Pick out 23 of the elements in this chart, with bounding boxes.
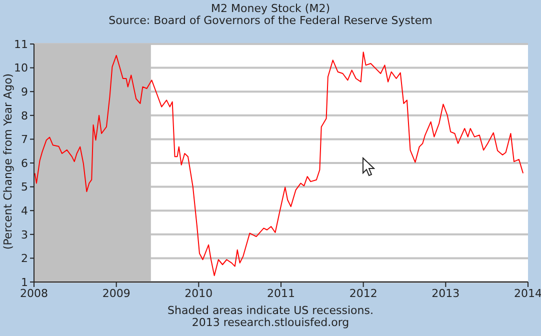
line-series	[34, 52, 524, 276]
chart-title: M2 Money Stock (M2)	[211, 2, 330, 15]
y-tick-label: 6	[21, 156, 28, 170]
x-tick-label: 2013	[432, 286, 460, 300]
y-tick-label: 10	[14, 62, 28, 75]
x-tick-label: 2008	[20, 286, 48, 300]
x-tick-label: 2011	[267, 286, 295, 300]
x-tick-label: 2012	[349, 286, 378, 300]
y-tick-label: 8	[21, 109, 28, 122]
y-tick-label: 9	[21, 86, 28, 99]
x-tick-label: 2010	[184, 286, 213, 300]
y-tick-label: 7	[21, 133, 28, 146]
y-tick-label: 3	[21, 228, 28, 242]
text: 2013 research.stlouisfed.org	[192, 316, 350, 329]
text: Shaded areas indicate US recessions.	[168, 304, 374, 317]
y-tick-label: 2	[21, 252, 28, 266]
y-tick-label: 1	[21, 276, 28, 289]
y-tick-label: 11	[14, 38, 28, 51]
chart-subtitle: Source: Board of Governors of the Federal Reserve System	[108, 14, 432, 27]
y-tick-label: 5	[21, 180, 28, 194]
y-axis-title: (Percent Change from Year Ago)	[2, 73, 14, 250]
x-tick-label: 2009	[102, 286, 130, 300]
y-tick-label: 4	[21, 204, 28, 218]
